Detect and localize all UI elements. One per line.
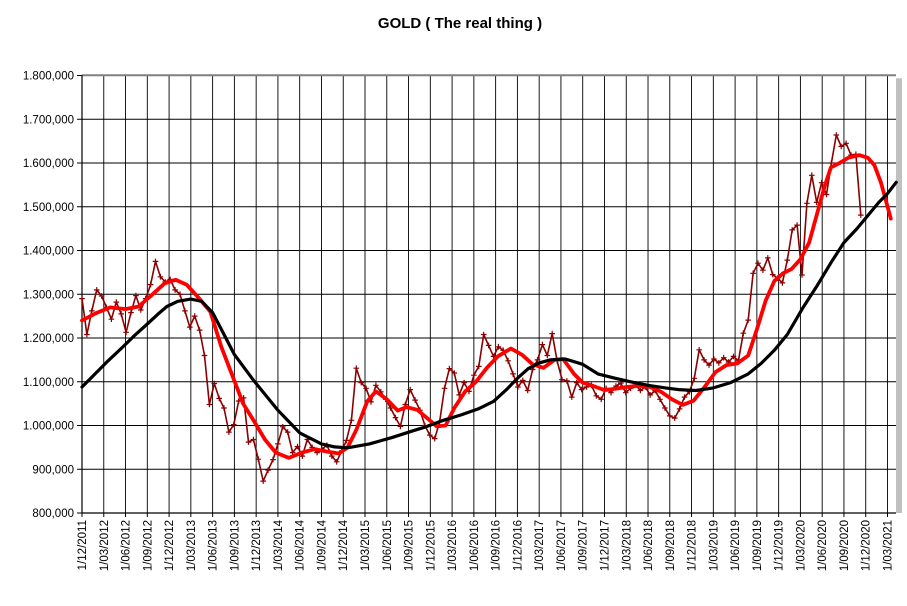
- plot-border: [77, 74, 902, 517]
- x-tick-label: 1/06/2020: [817, 520, 829, 571]
- y-tick-label: 1.100,000: [23, 377, 74, 389]
- y-tick-label: 1.200,000: [23, 333, 74, 345]
- x-tick-label: 1/12/2018: [687, 520, 699, 571]
- x-tick-label: 1/09/2015: [404, 520, 416, 571]
- y-tick-label: 1.500,000: [23, 202, 74, 214]
- x-tick-label: 1/03/2012: [99, 520, 111, 571]
- x-tick-label: 1/06/2019: [730, 520, 742, 571]
- x-tick-label: 1/06/2014: [295, 519, 307, 571]
- x-tick-label: 1/09/2013: [229, 520, 241, 571]
- x-tick-label: 1/09/2018: [665, 520, 677, 571]
- x-tick-label: 1/03/2019: [708, 520, 720, 571]
- x-tick-label: 1/06/2016: [469, 520, 481, 571]
- x-tick-label: 1/12/2014: [338, 519, 350, 571]
- x-tick-label: 1/03/2021: [882, 520, 894, 571]
- chart-title: GOLD ( The real thing ): [378, 15, 542, 32]
- x-tick-label: 1/09/2014: [316, 519, 328, 571]
- data-series: [79, 132, 898, 484]
- y-tick-label: 1.300,000: [23, 289, 74, 301]
- x-tick-label: 1/03/2017: [534, 520, 546, 571]
- x-tick-label: 1/09/2019: [752, 520, 764, 571]
- x-tick-label: 1/12/2013: [251, 520, 263, 571]
- y-tick-label: 1.600,000: [23, 158, 74, 170]
- long-ma-line: [80, 180, 898, 450]
- x-tick-label: 1/06/2013: [208, 520, 220, 571]
- x-tick-label: 1/09/2016: [491, 520, 503, 571]
- axis-labels: 1.800,000 1.700,000 1.600,000 1.500,000 1.40…: [23, 71, 895, 572]
- x-tick-label: 1/09/2020: [839, 520, 851, 571]
- x-tick-label: 1/09/2012: [142, 520, 154, 571]
- x-tick-label: 1/03/2013: [186, 520, 198, 571]
- plot-border-right-shadow: [896, 78, 902, 513]
- x-tick-label: 1/06/2018: [643, 520, 655, 571]
- x-tick-label: 1/12/2012: [164, 520, 176, 571]
- x-tick-label: 1/06/2012: [121, 520, 133, 571]
- x-tick-label: 1/09/2017: [578, 520, 590, 571]
- x-tick-label: 1/06/2015: [382, 520, 394, 571]
- y-tick-label: 900,000: [32, 464, 74, 476]
- x-tick-label: 1/03/2016: [447, 520, 459, 571]
- y-tick-label: 1.000,000: [23, 421, 74, 433]
- price-plus-markers: [79, 132, 864, 484]
- x-tick-label: 1/12/2020: [861, 520, 873, 571]
- grid-lines: [81, 75, 896, 514]
- x-tick-label: 1/12/2016: [512, 520, 524, 571]
- x-tick-label: 1/12/2011: [77, 520, 89, 570]
- short-ma-line: [80, 153, 893, 460]
- x-tick-label: 1/06/2017: [556, 520, 568, 571]
- y-tick-label: 1.700,000: [23, 114, 74, 126]
- x-tick-label: 1/12/2019: [774, 520, 786, 571]
- x-tick-label: 1/03/2018: [621, 520, 633, 571]
- x-tick-label: 1/12/2015: [425, 520, 437, 571]
- y-tick-label: 1.800,000: [23, 71, 74, 83]
- y-tick-label: 800,000: [32, 508, 74, 520]
- x-tick-label: 1/03/2014: [273, 519, 285, 571]
- x-tick-label: 1/03/2015: [360, 520, 372, 571]
- price-line: [81, 134, 862, 482]
- x-tick-label: 1/03/2020: [795, 520, 807, 571]
- y-tick-label: 1.400,000: [23, 246, 74, 258]
- x-tick-label: 1/12/2017: [599, 520, 611, 571]
